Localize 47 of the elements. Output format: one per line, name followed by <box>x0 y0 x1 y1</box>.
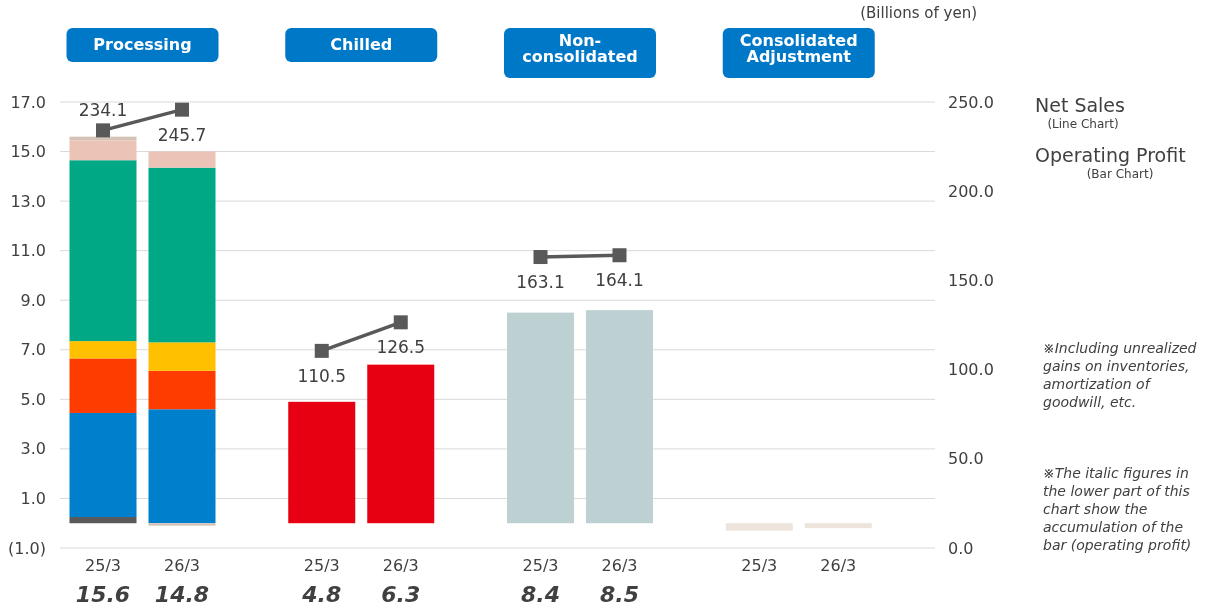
x-tick-label: 26/3 <box>820 556 857 575</box>
text: (Bar Chart) <box>1086 167 1154 181</box>
y-tick-label: 3.0 <box>20 439 46 459</box>
y2-tick-label: 150.0 <box>948 271 994 290</box>
total-label: 4.8 <box>301 582 342 607</box>
total-label: 8.4 <box>521 582 560 607</box>
x-tick-label: 25/3 <box>741 556 778 575</box>
text: Processing <box>93 35 192 54</box>
y-tick-label: 11.0 <box>10 241 46 261</box>
x-tick-label: 25/3 <box>522 556 559 575</box>
x-tick-label: 26/3 <box>601 556 638 575</box>
y-tick-label: (1.0) <box>8 538 46 558</box>
text: Consolidated Adjustment <box>739 31 858 66</box>
y-tick-label: 13.0 <box>10 191 46 211</box>
y2-axis-title: (Billions of yen) <box>860 4 977 22</box>
data-label: 126.5 <box>376 337 426 358</box>
y-tick-label: 7.0 <box>20 340 46 360</box>
x-tick-label: 25/3 <box>85 556 121 575</box>
data-label: 163.1 <box>516 272 565 293</box>
x-tick-label: 26/3 <box>382 556 419 575</box>
data-label: 110.5 <box>297 365 347 386</box>
total-label: 14.8 <box>154 582 210 607</box>
text: (Line Chart) <box>1047 117 1119 131</box>
y-tick-label: 9.0 <box>20 290 46 310</box>
text: Non-consolidated <box>522 31 638 66</box>
x-tick-label: 26/3 <box>164 556 200 575</box>
text: Net Sales <box>1035 94 1125 116</box>
total-label: 15.6 <box>75 582 131 607</box>
y-tick-label: 15.0 <box>10 142 46 162</box>
text: Operating Profit <box>1035 144 1186 166</box>
y-tick-label: 17.0 <box>10 92 46 112</box>
total-label: 8.5 <box>600 582 639 607</box>
total-label: 6.3 <box>381 582 421 607</box>
data-label: 164.1 <box>595 270 644 291</box>
x-tick-label: 25/3 <box>303 556 340 575</box>
y-tick-label: 5.0 <box>20 389 46 409</box>
y2-tick-label: 0.0 <box>948 538 974 558</box>
data-label: 234.1 <box>78 100 128 121</box>
data-label: 245.7 <box>157 124 207 145</box>
y2-tick-label: 200.0 <box>948 181 994 201</box>
y2-tick-label: 50.0 <box>948 449 984 469</box>
y-tick-label: 1.0 <box>20 489 46 509</box>
text: Chilled <box>330 35 393 54</box>
text: ※The italic figures in the lower part of this chart show the accumulation of the bar (operating profit) <box>1043 465 1192 553</box>
y2-tick-label: 250.0 <box>948 92 994 112</box>
y2-tick-label: 100.0 <box>948 360 994 380</box>
text: ※Including unrealized gains on inventories, amortization of goodwill, etc. <box>1043 340 1197 410</box>
